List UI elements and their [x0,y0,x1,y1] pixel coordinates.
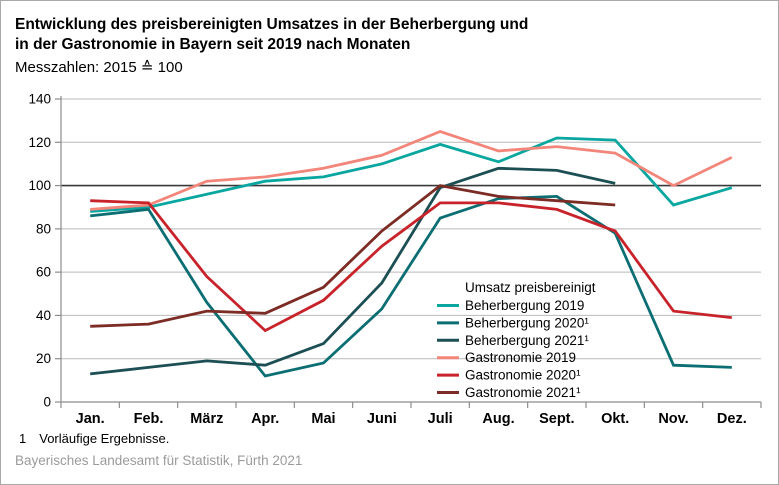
month-label-nov: Nov. [658,411,688,427]
y-axis-label-20: 20 [36,351,51,366]
month-label-apr: Apr. [251,411,279,427]
month-label-sept: Sept. [539,411,574,427]
month-label-jan: Jan. [76,411,105,427]
chart-line-gastronomie-2019 [90,130,733,211]
chart-line-gastronomie-2021 [90,184,616,328]
legend-label-gastronomie-2021: Gastronomie 2021¹ [465,385,581,400]
month-label-juli: Juli [428,411,453,427]
chart-line-beherbergung-2019 [90,136,733,213]
y-axis-label-40: 40 [36,308,51,323]
y-axis-label-0: 0 [43,395,51,410]
month-label-feb: Feb. [134,411,164,427]
y-axis-label-80: 80 [36,221,51,236]
month-label-okt: Okt. [601,411,629,427]
legend-label-gastronomie-2020: Gastronomie 2020¹ [465,368,581,383]
footnote-marker: 1 [19,431,27,446]
month-label-mai: Mai [311,411,335,427]
footnote: 1 Vorläufige Ergebnisse. [19,431,169,446]
month-label-m-rz: März [190,411,223,427]
legend-title: Umsatz preisbereinigt [465,280,596,295]
legend-label-beherbergung-2020: Beherbergung 2020¹ [465,315,589,330]
y-axis-label-140: 140 [28,92,51,107]
y-axis-label-60: 60 [36,265,51,280]
footnote-text: Vorläufige Ergebnisse. [39,431,170,446]
chart-subtitle: Messzahlen: 2015 ≙ 100 [15,59,183,76]
source-note: Bayerisches Landesamt für Statistik, Für… [15,453,303,468]
month-label-juni: Juni [367,411,397,427]
legend-label-gastronomie-2019: Gastronomie 2019 [465,350,576,365]
title-line-1: Entwicklung des preisbereinigten Umsatze… [15,16,529,33]
chart-line-gastronomie-2020 [90,199,732,333]
legend-label-beherbergung-2021: Beherbergung 2021¹ [465,333,589,348]
legend-label-beherbergung-2019: Beherbergung 2019 [465,298,584,313]
y-axis-label-100: 100 [28,178,51,193]
chart-line-beherbergung-2021 [90,166,616,376]
month-label-dez: Dez. [717,411,747,427]
title-line-2: in der Gastronomie in Bayern seit 2019 n… [15,36,411,53]
chart-line-beherbergung-2020 [90,194,732,378]
page-title: Entwicklung des preisbereinigten Umsatze… [15,15,528,55]
month-label-aug: Aug. [482,411,514,427]
y-axis-label-120: 120 [28,135,51,150]
